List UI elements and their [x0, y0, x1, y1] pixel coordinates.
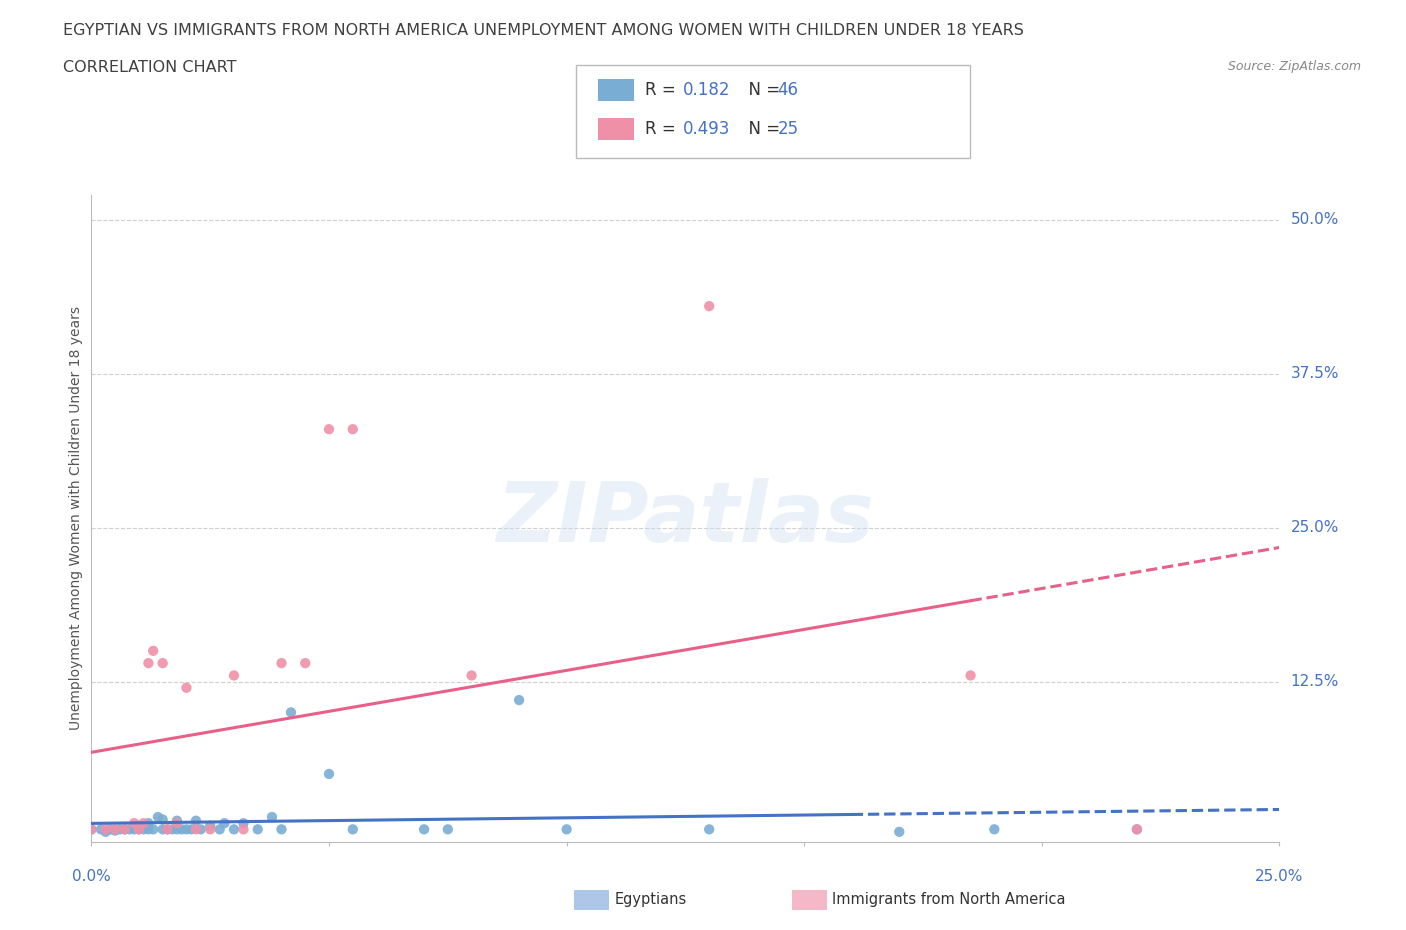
Point	[555, 822, 578, 837]
Point	[246, 822, 269, 837]
Point	[122, 822, 145, 837]
Text: 25.0%: 25.0%	[1291, 520, 1339, 535]
Point	[94, 822, 117, 837]
Point	[176, 822, 198, 837]
Text: N =: N =	[738, 120, 786, 139]
Point	[184, 813, 207, 828]
Point	[200, 818, 222, 833]
Text: 25.0%: 25.0%	[1256, 870, 1303, 884]
Text: 0.493: 0.493	[683, 120, 731, 139]
Point	[166, 816, 188, 830]
Point	[184, 822, 207, 837]
Point	[138, 816, 160, 830]
Text: 37.5%: 37.5%	[1291, 366, 1339, 381]
Text: 0.182: 0.182	[683, 81, 731, 100]
Point	[1126, 822, 1149, 837]
Point	[114, 822, 136, 837]
Text: R =: R =	[645, 120, 682, 139]
Point	[214, 816, 236, 830]
Text: Immigrants from North America: Immigrants from North America	[832, 892, 1066, 907]
Text: 46: 46	[778, 81, 799, 100]
Point	[294, 656, 316, 671]
Y-axis label: Unemployment Among Women with Children Under 18 years: Unemployment Among Women with Children U…	[69, 307, 83, 730]
Point	[108, 822, 131, 837]
Text: 50.0%: 50.0%	[1291, 212, 1339, 228]
Point	[146, 810, 169, 825]
Point	[280, 705, 302, 720]
Point	[114, 822, 136, 837]
Point	[190, 822, 212, 837]
Point	[697, 822, 720, 837]
Text: 0.0%: 0.0%	[72, 870, 111, 884]
Point	[94, 824, 117, 839]
Point	[436, 822, 458, 837]
Point	[160, 822, 183, 837]
Point	[889, 824, 911, 839]
Text: N =: N =	[738, 81, 786, 100]
Point	[128, 822, 150, 837]
Point	[983, 822, 1005, 837]
Point	[232, 822, 254, 837]
Point	[104, 822, 127, 837]
Point	[80, 822, 103, 837]
Point	[232, 816, 254, 830]
Point	[80, 822, 103, 837]
Text: R =: R =	[645, 81, 682, 100]
Point	[128, 822, 150, 837]
Point	[100, 822, 122, 837]
Point	[318, 422, 340, 437]
Point	[142, 822, 165, 837]
Point	[222, 668, 245, 683]
Point	[208, 822, 231, 837]
Point	[200, 822, 222, 837]
Point	[222, 822, 245, 837]
Point	[156, 822, 179, 837]
Point	[166, 822, 188, 837]
Point	[138, 822, 160, 837]
Point	[142, 644, 165, 658]
Point	[270, 656, 292, 671]
Point	[104, 823, 127, 838]
Text: 12.5%: 12.5%	[1291, 674, 1339, 689]
Point	[342, 822, 364, 837]
Text: EGYPTIAN VS IMMIGRANTS FROM NORTH AMERICA UNEMPLOYMENT AMONG WOMEN WITH CHILDREN: EGYPTIAN VS IMMIGRANTS FROM NORTH AMERIC…	[63, 23, 1024, 38]
Text: 25: 25	[778, 120, 799, 139]
Point	[959, 668, 981, 683]
Text: ZIPatlas: ZIPatlas	[496, 478, 875, 559]
Point	[176, 681, 198, 696]
Point	[132, 822, 155, 837]
Point	[318, 766, 340, 781]
Point	[138, 656, 160, 671]
Point	[1126, 822, 1149, 837]
Point	[118, 822, 141, 837]
Point	[342, 422, 364, 437]
Point	[122, 816, 145, 830]
Point	[156, 822, 179, 837]
Point	[180, 822, 202, 837]
Point	[132, 816, 155, 830]
Point	[90, 822, 112, 837]
Point	[152, 812, 174, 827]
Point	[170, 822, 193, 837]
Text: CORRELATION CHART: CORRELATION CHART	[63, 60, 236, 75]
Point	[152, 656, 174, 671]
Point	[413, 822, 436, 837]
Point	[166, 813, 188, 828]
Text: Egyptians: Egyptians	[614, 892, 686, 907]
Point	[697, 299, 720, 313]
Point	[508, 693, 530, 708]
Text: Source: ZipAtlas.com: Source: ZipAtlas.com	[1227, 60, 1361, 73]
Point	[152, 822, 174, 837]
Point	[128, 818, 150, 833]
Point	[460, 668, 482, 683]
Point	[270, 822, 292, 837]
Point	[260, 810, 283, 825]
